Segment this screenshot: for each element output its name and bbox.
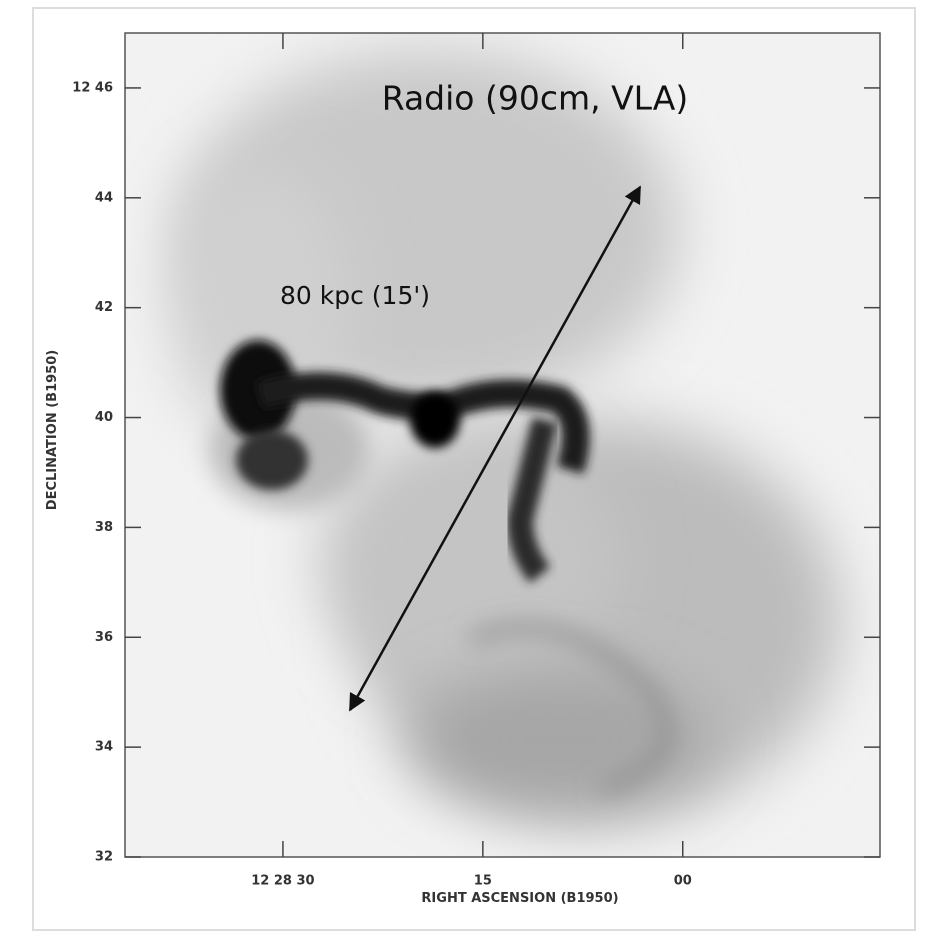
y-tick-label: 38 [95, 520, 113, 535]
x-tick-label: 12 28 30 [251, 874, 314, 889]
scale-arrow [348, 185, 642, 712]
title: Radio (90cm, VLA) [382, 79, 689, 118]
y-tick-label: 36 [95, 630, 113, 645]
y-tick-label: 34 [95, 740, 113, 755]
y-axis-label: DECLINATION (B1950) [45, 350, 60, 510]
x-axis-label: RIGHT ASCENSION (B1950) [421, 891, 618, 906]
y-tick-label: 44 [95, 190, 113, 205]
x-tick-label: 15 [474, 874, 492, 889]
y-tick-label: 42 [95, 300, 113, 315]
scale-annotation: 80 kpc (15') [280, 281, 430, 310]
plot-border [124, 32, 881, 858]
x-tick-label: 00 [674, 874, 692, 889]
y-tick-label: 12 46 [72, 80, 113, 95]
y-tick-label: 32 [95, 850, 113, 865]
y-tick-label: 40 [95, 410, 113, 425]
